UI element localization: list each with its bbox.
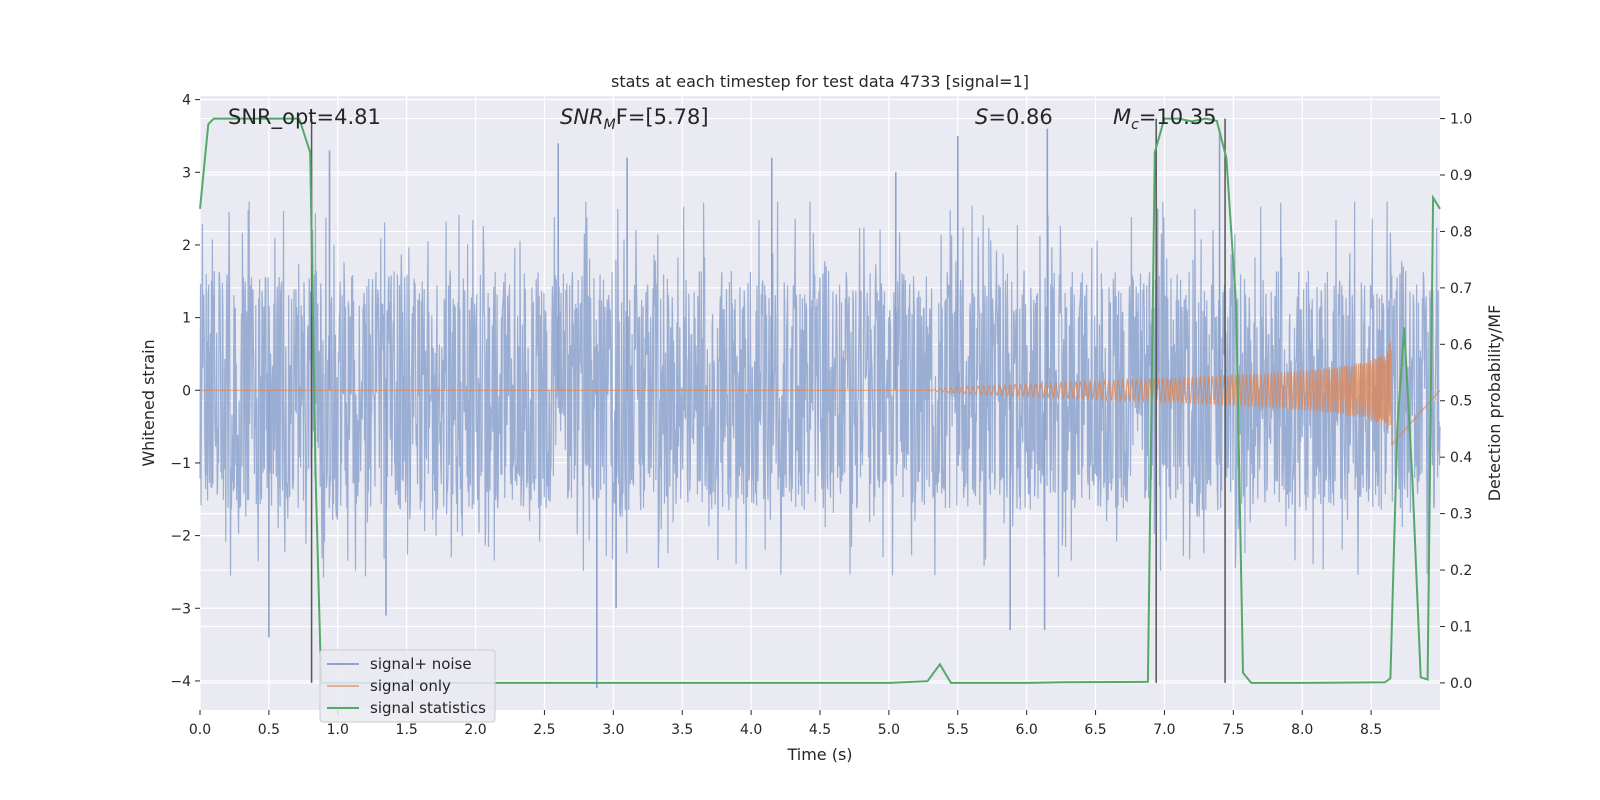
x-tick-label: 3.5 bbox=[671, 722, 693, 738]
series-signal-statistics bbox=[199, 117, 1441, 684]
chart-title: stats at each timestep for test data 473… bbox=[611, 72, 1029, 91]
x-tick-label: 2.5 bbox=[533, 722, 555, 738]
x-tick-label: 1.5 bbox=[396, 722, 418, 738]
y2-tick-label: 0.2 bbox=[1450, 563, 1472, 579]
x-tick-label: 0.5 bbox=[258, 722, 280, 738]
annotation-snr-mf: SNRMF=[5.78] bbox=[560, 105, 709, 133]
x-tick-label: 7.5 bbox=[1222, 722, 1244, 738]
series-signal-only bbox=[200, 341, 1441, 447]
x-tick-label: 8.5 bbox=[1360, 722, 1382, 738]
annotation-s-value: =0.86 bbox=[988, 105, 1052, 129]
legend-label-signal-statistics: signal statistics bbox=[370, 699, 486, 717]
y-tick-label: −2 bbox=[170, 529, 191, 545]
annotation-snr-mf-symbol: SNR bbox=[560, 105, 604, 129]
y-tick-label: 1 bbox=[182, 311, 191, 327]
y-tick-label: −4 bbox=[170, 674, 191, 690]
y-tick-label: 0 bbox=[182, 383, 191, 399]
x-tick-label: 0.0 bbox=[189, 722, 211, 738]
axes: 0.0 0.5 1.0 1.5 2.0 2.5 3.0 3.5 4.0 4.5 5.0 5.5 6.0 6… bbox=[170, 93, 1472, 738]
x-tick-label: 4.0 bbox=[740, 722, 762, 738]
annotation-mc: Mc=10.35 bbox=[1113, 105, 1217, 133]
x-tick-label: 7.0 bbox=[1153, 722, 1175, 738]
y2-tick-label: 0.8 bbox=[1450, 224, 1472, 240]
y-tick-label: 4 bbox=[182, 93, 191, 109]
y2-tick-label: 0.1 bbox=[1450, 619, 1472, 635]
y2-tick-label: 0.7 bbox=[1450, 281, 1472, 297]
annotation-mc-subscript: c bbox=[1131, 117, 1139, 133]
y2-tick-label: 0.0 bbox=[1450, 676, 1472, 692]
y-tick-label: 3 bbox=[182, 165, 191, 181]
x-tick-label: 5.5 bbox=[947, 722, 969, 738]
y-axis-label: Whitened strain bbox=[139, 339, 158, 466]
statistics-trace bbox=[199, 117, 1441, 684]
y2-tick-label: 0.6 bbox=[1450, 337, 1472, 353]
x-tick-label: 1.0 bbox=[327, 722, 349, 738]
legend: signal+ noise signal only signal statist… bbox=[319, 649, 496, 723]
y2-tick-label: 0.4 bbox=[1450, 450, 1472, 466]
annotation-s: S=0.86 bbox=[975, 105, 1053, 129]
y2-tick-label: 0.9 bbox=[1450, 168, 1472, 184]
annotations: SNR_opt=4.81 SNRMF=[5.78] S=0.86 Mc=10.3… bbox=[228, 105, 1217, 133]
y2-tick-label: 0.3 bbox=[1450, 507, 1472, 523]
x-tick-label: 6.0 bbox=[1016, 722, 1038, 738]
x-tick-label: 2.0 bbox=[464, 722, 486, 738]
y-tick-label: 2 bbox=[182, 238, 191, 254]
annotation-s-symbol: S bbox=[975, 105, 988, 129]
annotation-snr-opt: SNR_opt=4.81 bbox=[228, 105, 381, 130]
x-tick-label: 8.0 bbox=[1291, 722, 1313, 738]
annotation-snr-mf-subscript: M bbox=[604, 117, 616, 133]
y-tick-label: −3 bbox=[170, 601, 191, 617]
y-tick-label: −1 bbox=[170, 456, 191, 472]
x-tick-label: 5.0 bbox=[878, 722, 900, 738]
x-tick-label: 3.0 bbox=[602, 722, 624, 738]
series-signal-plus-noise bbox=[199, 128, 1441, 689]
noise-trace bbox=[199, 201, 1441, 578]
y2-tick-label: 0.5 bbox=[1450, 394, 1472, 410]
annotation-mc-value: =10.35 bbox=[1139, 105, 1217, 129]
y2-axis-label: Detection probability/MF bbox=[1485, 305, 1504, 502]
annotation-mc-symbol: M bbox=[1113, 105, 1131, 129]
x-axis-label: Time (s) bbox=[786, 745, 852, 764]
x-tick-label: 6.5 bbox=[1084, 722, 1106, 738]
legend-label-signal-plus-noise: signal+ noise bbox=[370, 655, 472, 673]
legend-box bbox=[319, 649, 496, 723]
annotation-snr-mf-value: F=[5.78] bbox=[616, 105, 709, 129]
y2-tick-label: 1.0 bbox=[1450, 112, 1472, 128]
signal-only-trace bbox=[200, 341, 1441, 447]
legend-label-signal-only: signal only bbox=[370, 677, 451, 695]
x-tick-label: 4.5 bbox=[809, 722, 831, 738]
